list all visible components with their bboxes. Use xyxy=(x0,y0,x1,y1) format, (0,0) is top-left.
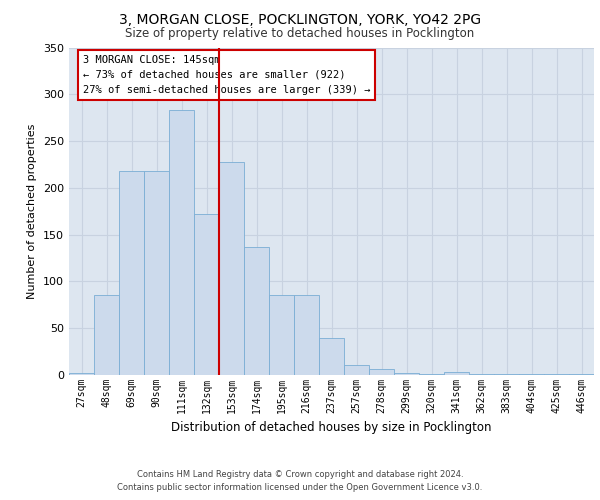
Bar xyxy=(469,374,494,375)
Bar xyxy=(544,374,569,375)
Bar xyxy=(494,374,519,375)
Bar xyxy=(444,372,469,375)
Bar xyxy=(294,296,319,375)
Text: 3, MORGAN CLOSE, POCKLINGTON, YORK, YO42 2PG: 3, MORGAN CLOSE, POCKLINGTON, YORK, YO42… xyxy=(119,12,481,26)
Bar xyxy=(319,338,344,375)
Bar xyxy=(419,374,444,375)
Text: Contains HM Land Registry data © Crown copyright and database right 2024.
Contai: Contains HM Land Registry data © Crown c… xyxy=(118,470,482,492)
Bar xyxy=(169,110,194,375)
Text: Size of property relative to detached houses in Pocklington: Size of property relative to detached ho… xyxy=(125,28,475,40)
Bar xyxy=(194,214,219,375)
Bar xyxy=(519,374,544,375)
Bar xyxy=(269,296,294,375)
Bar xyxy=(119,171,144,375)
Bar xyxy=(369,370,394,375)
Bar xyxy=(569,374,594,375)
Bar xyxy=(144,171,169,375)
Bar xyxy=(394,373,419,375)
Bar xyxy=(94,296,119,375)
Bar xyxy=(344,364,369,375)
Bar xyxy=(219,162,244,375)
Y-axis label: Number of detached properties: Number of detached properties xyxy=(28,124,37,299)
Text: 3 MORGAN CLOSE: 145sqm
← 73% of detached houses are smaller (922)
27% of semi-de: 3 MORGAN CLOSE: 145sqm ← 73% of detached… xyxy=(83,55,370,94)
X-axis label: Distribution of detached houses by size in Pocklington: Distribution of detached houses by size … xyxy=(171,422,492,434)
Bar xyxy=(69,373,94,375)
Bar xyxy=(244,247,269,375)
